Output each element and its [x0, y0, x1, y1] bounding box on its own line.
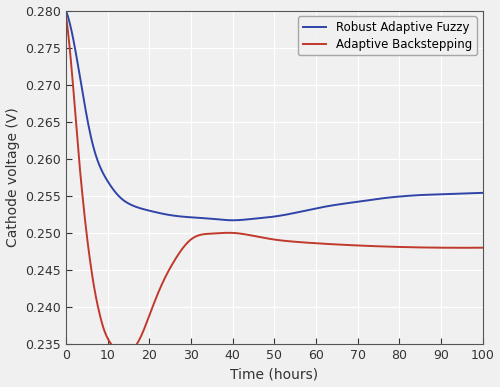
Robust Adaptive Fuzzy	[480, 190, 486, 195]
Adaptive Backstepping	[262, 236, 268, 240]
Legend: Robust Adaptive Fuzzy, Adaptive Backstepping: Robust Adaptive Fuzzy, Adaptive Backstep…	[298, 17, 476, 55]
Adaptive Backstepping	[63, 12, 69, 17]
Robust Adaptive Fuzzy	[63, 8, 69, 13]
Adaptive Backstepping	[312, 241, 318, 245]
Robust Adaptive Fuzzy	[230, 218, 236, 223]
Robust Adaptive Fuzzy	[262, 216, 268, 220]
Robust Adaptive Fuzzy	[470, 191, 476, 195]
Adaptive Backstepping	[264, 236, 270, 241]
Robust Adaptive Fuzzy	[312, 206, 318, 211]
Y-axis label: Cathode voltage (V): Cathode voltage (V)	[6, 108, 20, 247]
Adaptive Backstepping	[470, 245, 476, 250]
Adaptive Backstepping	[122, 352, 128, 357]
Line: Adaptive Backstepping: Adaptive Backstepping	[66, 14, 482, 354]
Robust Adaptive Fuzzy	[264, 215, 270, 220]
Adaptive Backstepping	[289, 239, 295, 244]
Adaptive Backstepping	[405, 245, 411, 250]
Robust Adaptive Fuzzy	[405, 194, 411, 198]
Line: Robust Adaptive Fuzzy: Robust Adaptive Fuzzy	[66, 10, 482, 220]
X-axis label: Time (hours): Time (hours)	[230, 367, 318, 382]
Robust Adaptive Fuzzy	[289, 211, 295, 216]
Adaptive Backstepping	[480, 245, 486, 250]
